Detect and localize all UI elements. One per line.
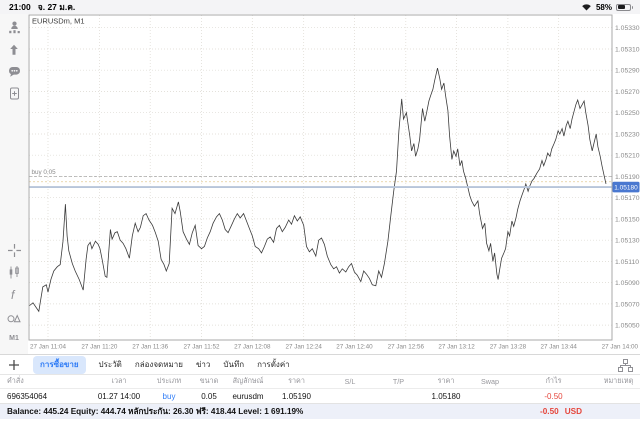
- col-sl: S/L: [344, 377, 356, 386]
- timeframe-button[interactable]: M1: [9, 335, 19, 342]
- svg-text:27 Jan 12:40: 27 Jan 12:40: [336, 344, 373, 351]
- main-area: f M1 1.05330 1.05310 1.05290 1.05270 1.05250…: [0, 14, 640, 354]
- svg-text:1.05330: 1.05330: [615, 25, 640, 32]
- tab-mailbox[interactable]: กล่องจดหมาย: [134, 360, 183, 369]
- col-price-open: ราคา: [288, 376, 305, 385]
- tab-history[interactable]: ประวัติ: [98, 360, 122, 369]
- chart-type-button[interactable]: [2, 263, 26, 282]
- svg-text:27 Jan 11:20: 27 Jan 11:20: [81, 344, 117, 351]
- svg-text:1.05050: 1.05050: [615, 323, 640, 330]
- svg-text:EURUSDm, M1: EURUSDm, M1: [32, 17, 85, 26]
- chat-icon: [8, 66, 21, 78]
- svg-text:27 Jan 14:00: 27 Jan 14:00: [602, 344, 639, 351]
- new-order-button[interactable]: [8, 359, 20, 371]
- svg-text:1.05190: 1.05190: [615, 174, 640, 181]
- svg-text:1.05210: 1.05210: [615, 153, 640, 160]
- chat-button[interactable]: [2, 62, 26, 81]
- status-bar: 21:00 จ. 27 ม.ค. 58%: [0, 0, 640, 14]
- indicators-button[interactable]: f: [2, 285, 26, 304]
- col-price-current: ราคา: [437, 376, 455, 385]
- svg-text:27 Jan 12:08: 27 Jan 12:08: [234, 344, 271, 351]
- svg-text:1.05130: 1.05130: [615, 238, 640, 245]
- sort-columns-icon[interactable]: [618, 359, 633, 377]
- cell-symbol: eurusdm: [232, 391, 264, 401]
- svg-text:f: f: [11, 288, 16, 302]
- cell-volume: 0.05: [201, 391, 217, 401]
- status-time: 21:00: [9, 2, 31, 12]
- col-time: เวลา: [111, 376, 127, 385]
- cell-price-current: 1.05180: [431, 391, 461, 401]
- svg-text:1.05180: 1.05180: [614, 185, 638, 192]
- arrow-up-icon: [8, 44, 20, 56]
- accounts-button[interactable]: [2, 18, 26, 37]
- cell-profit: -0.50: [544, 391, 563, 401]
- floating-pl: -0.50 USD: [540, 407, 640, 416]
- floating-profit: -0.50: [540, 407, 559, 416]
- status-right: 58%: [581, 0, 633, 16]
- price-chart-svg[interactable]: 1.05330 1.05310 1.05290 1.05270 1.05250 1.052…: [28, 14, 640, 354]
- objects-button[interactable]: [2, 307, 26, 326]
- tab-trade[interactable]: การซื้อขาย: [33, 355, 86, 374]
- svg-text:1.05090: 1.05090: [615, 280, 640, 287]
- col-swap: Swap: [481, 377, 499, 386]
- svg-text:27 Jan 11:52: 27 Jan 11:52: [184, 344, 220, 351]
- svg-text:1.05150: 1.05150: [615, 216, 640, 223]
- tab-journal[interactable]: บันทึก: [223, 360, 245, 369]
- svg-text:27 Jan 12:56: 27 Jan 12:56: [388, 344, 425, 351]
- account-summary: Balance: 445.24 Equity: 444.74 หลักประกั…: [7, 407, 304, 416]
- crosshair-button[interactable]: [2, 241, 26, 260]
- col-comment: หมายเหตุ: [603, 376, 634, 385]
- tab-settings[interactable]: การตั้งค่า: [257, 360, 290, 369]
- svg-text:27 Jan 13:44: 27 Jan 13:44: [540, 344, 577, 351]
- svg-text:27 Jan 12:24: 27 Jan 12:24: [285, 344, 322, 351]
- crosshair-icon: [7, 244, 21, 257]
- col-order: คำสั่ง: [7, 376, 24, 385]
- shapes-icon: [7, 311, 21, 323]
- svg-text:27 Jan 11:36: 27 Jan 11:36: [132, 344, 168, 351]
- col-tp: T/P: [392, 377, 405, 386]
- svg-text:1.05230: 1.05230: [615, 131, 640, 138]
- new-chart-button[interactable]: [2, 84, 26, 103]
- candlestick-icon: [8, 266, 20, 279]
- empty-panel-space: [0, 419, 640, 447]
- cell-time: 01.27 14:00: [97, 391, 141, 401]
- col-type: ประเภท: [156, 376, 182, 385]
- svg-text:1.05250: 1.05250: [615, 110, 640, 117]
- battery-icon: [616, 3, 633, 11]
- cell-type: buy: [162, 391, 176, 401]
- svg-text:1.05170: 1.05170: [615, 195, 640, 202]
- cell-order: 696354064: [7, 391, 48, 401]
- profit-currency: USD: [564, 407, 582, 416]
- chart-area[interactable]: 1.05330 1.05310 1.05290 1.05270 1.05250 1.052…: [28, 14, 640, 354]
- account-summary-bar: Balance: 445.24 Equity: 444.74 หลักประกั…: [0, 404, 640, 419]
- bottom-tab-bar: การซื้อขาย ประวัติ กล่องจดหมาย ข่าว บันท…: [0, 354, 640, 375]
- svg-text:1.05270: 1.05270: [615, 89, 640, 96]
- svg-text:1.05110: 1.05110: [615, 259, 639, 266]
- svg-text:buy 0.05: buy 0.05: [32, 169, 57, 176]
- new-document-icon: [9, 87, 20, 100]
- account-trader-icon: [8, 21, 21, 34]
- send-order-button[interactable]: [2, 40, 26, 59]
- svg-text:27 Jan 11:04: 27 Jan 11:04: [30, 344, 66, 351]
- position-row[interactable]: 696354064 01.27 14:00 buy 0.05 eurusdm 1…: [0, 389, 640, 404]
- positions-header: คำสั่ง เวลา ประเภท ขนาด สัญลักษณ์ ราคา S…: [0, 375, 640, 389]
- wifi-icon: [581, 0, 592, 16]
- battery-percent: 58%: [595, 2, 612, 12]
- svg-text:1.05070: 1.05070: [615, 301, 640, 308]
- cell-price-open: 1.05190: [282, 391, 311, 401]
- chart-toolbar: f M1: [0, 14, 28, 354]
- svg-text:1.05310: 1.05310: [615, 46, 640, 53]
- tab-news[interactable]: ข่าว: [195, 360, 211, 369]
- status-date: จ. 27 ม.ค.: [37, 2, 76, 12]
- function-f-icon: f: [8, 288, 20, 302]
- battery-fill: [617, 5, 626, 9]
- status-left: 21:00 จ. 27 ม.ค.: [9, 0, 75, 14]
- col-profit: กำไร: [545, 376, 562, 385]
- col-symbol: สัญลักษณ์: [232, 376, 264, 385]
- svg-text:27 Jan 13:28: 27 Jan 13:28: [490, 344, 527, 351]
- col-volume: ขนาด: [199, 376, 219, 385]
- svg-text:1.05290: 1.05290: [615, 68, 640, 75]
- svg-text:27 Jan 13:12: 27 Jan 13:12: [438, 344, 475, 351]
